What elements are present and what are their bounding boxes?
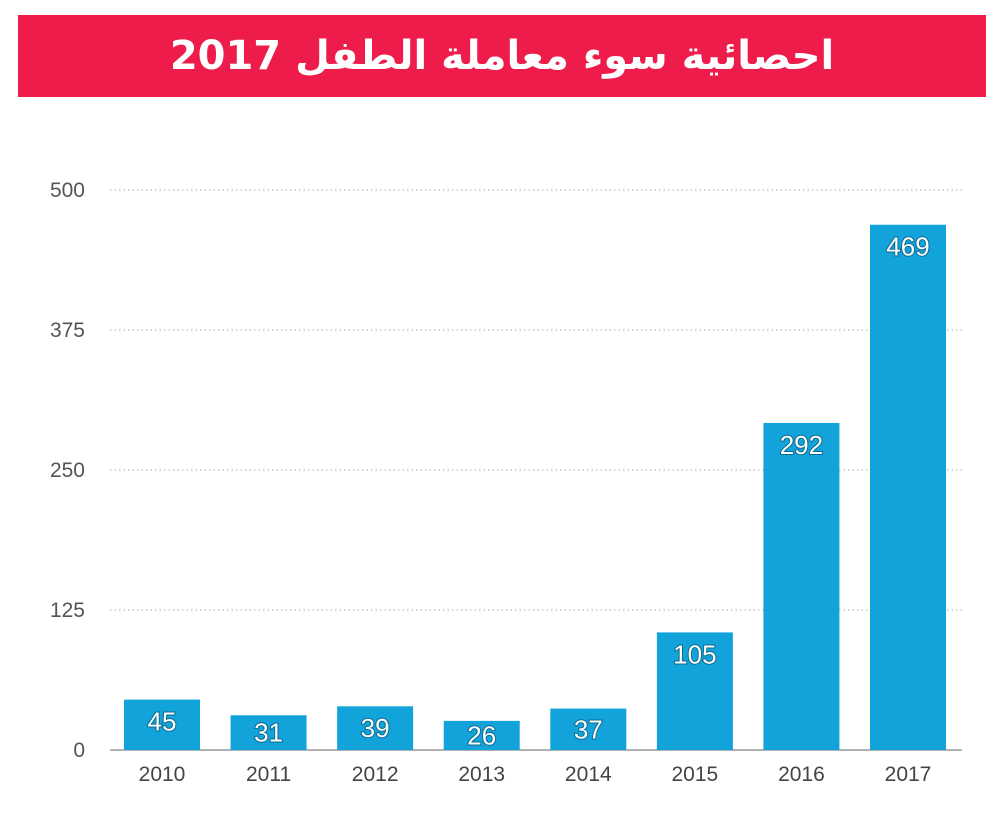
chart-title: احصائية سوء معاملة الطفل 2017 xyxy=(169,33,835,79)
title-banner: احصائية سوء معاملة الطفل 2017 xyxy=(18,15,986,97)
data-label: 45 xyxy=(148,707,177,737)
data-label: 31 xyxy=(254,718,283,748)
x-tick-label: 2011 xyxy=(246,763,291,786)
x-tick-label: 2014 xyxy=(565,763,612,786)
data-label: 37 xyxy=(574,714,603,744)
data-label: 39 xyxy=(361,713,390,743)
bar xyxy=(230,715,307,750)
bar xyxy=(550,708,627,750)
bar xyxy=(443,720,520,750)
x-tick-label: 2012 xyxy=(352,763,399,786)
x-tick-label: 2017 xyxy=(885,763,932,786)
bar xyxy=(656,632,733,750)
data-label: 26 xyxy=(467,720,496,750)
y-tick-label: 125 xyxy=(50,599,85,622)
y-tick-label: 375 xyxy=(50,319,85,342)
bar xyxy=(870,224,946,751)
y-tick-label: 250 xyxy=(50,459,85,482)
bar xyxy=(337,706,414,750)
data-label: 292 xyxy=(780,430,823,460)
bar xyxy=(763,422,840,750)
bar xyxy=(124,699,200,750)
x-tick-label: 2013 xyxy=(458,763,505,786)
y-tick-label: 500 xyxy=(50,179,85,202)
y-tick-label: 0 xyxy=(73,739,85,762)
data-label: 469 xyxy=(886,232,929,262)
data-label: 105 xyxy=(673,639,716,669)
x-tick-label: 2010 xyxy=(139,763,186,786)
x-tick-label: 2015 xyxy=(671,763,718,786)
x-tick-label: 2016 xyxy=(778,763,825,786)
